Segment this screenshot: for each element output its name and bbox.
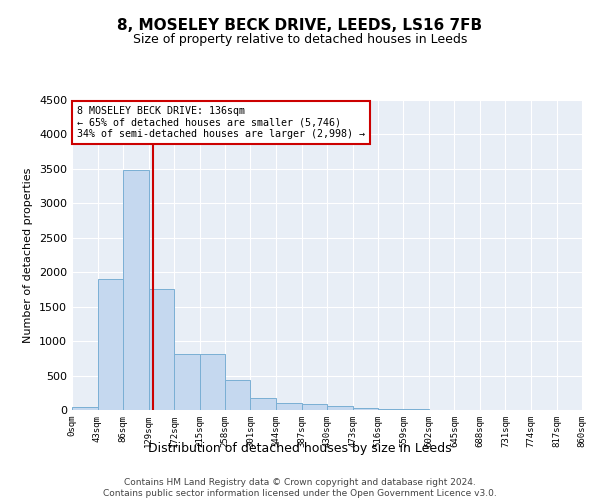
- Y-axis label: Number of detached properties: Number of detached properties: [23, 168, 34, 342]
- Bar: [302, 404, 327, 410]
- Text: 8 MOSELEY BECK DRIVE: 136sqm
← 65% of detached houses are smaller (5,746)
34% of: 8 MOSELEY BECK DRIVE: 136sqm ← 65% of de…: [77, 106, 365, 140]
- Text: 8, MOSELEY BECK DRIVE, LEEDS, LS16 7FB: 8, MOSELEY BECK DRIVE, LEEDS, LS16 7FB: [118, 18, 482, 32]
- Bar: [72, 406, 97, 410]
- Bar: [276, 403, 302, 410]
- Bar: [327, 406, 353, 410]
- Bar: [199, 354, 225, 410]
- Text: Distribution of detached houses by size in Leeds: Distribution of detached houses by size …: [148, 442, 452, 455]
- Bar: [251, 398, 276, 410]
- Text: Size of property relative to detached houses in Leeds: Size of property relative to detached ho…: [133, 32, 467, 46]
- Bar: [97, 279, 123, 410]
- Bar: [378, 409, 403, 410]
- Bar: [225, 380, 251, 410]
- Text: Contains HM Land Registry data © Crown copyright and database right 2024.
Contai: Contains HM Land Registry data © Crown c…: [103, 478, 497, 498]
- Bar: [123, 170, 149, 410]
- Bar: [353, 408, 378, 410]
- Bar: [149, 290, 174, 410]
- Bar: [174, 354, 199, 410]
